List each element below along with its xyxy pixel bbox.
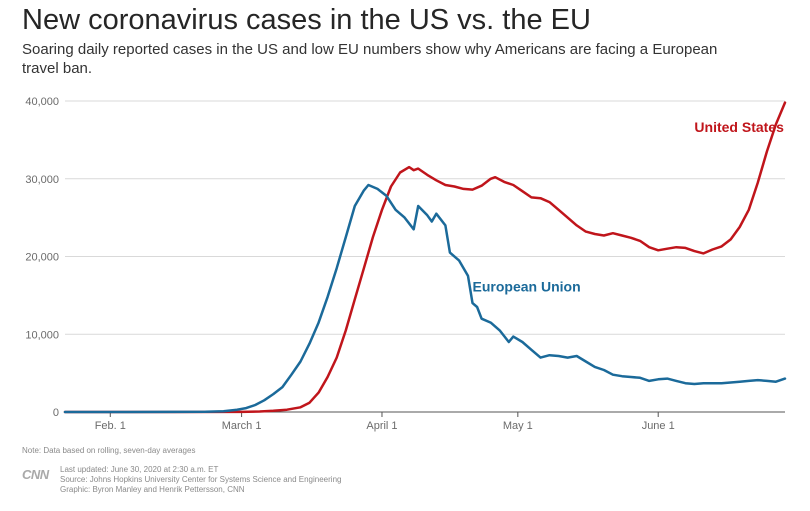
- cnn-logo: CNN: [22, 467, 49, 482]
- graphic-credit-text: Graphic: Byron Manley and Henrik Petters…: [60, 485, 245, 494]
- chart-subtitle: Soaring daily reported cases in the US a…: [22, 41, 718, 77]
- line-chart: 0 10,000 20,000 30,000 40,000 Feb. 1 March 1 Ap…: [25, 96, 787, 432]
- series-labels: United States European Union: [473, 119, 785, 294]
- series-lines: [63, 101, 787, 414]
- x-tick-label: March 1: [222, 420, 262, 432]
- united-states-label: United States: [694, 119, 784, 135]
- footer-credits: Last updated: June 30, 2020 at 2:30 a.m.…: [60, 465, 341, 495]
- european-union-line: [63, 183, 787, 414]
- source-text: Source: Johns Hopkins University Center …: [60, 475, 342, 484]
- chart-note: Note: Data based on rolling, seven-day a…: [22, 446, 196, 455]
- european-union-label: European Union: [473, 278, 581, 294]
- x-tick-label: April 1: [366, 420, 397, 432]
- chart-title: New coronavirus cases in the US vs. the …: [22, 4, 591, 36]
- x-tick-label: Feb. 1: [95, 420, 126, 432]
- last-updated-text: Last updated: June 30, 2020 at 2:30 a.m.…: [60, 465, 219, 474]
- x-tick-label: June 1: [642, 420, 675, 432]
- gridlines: [65, 100, 785, 335]
- axes: 0 10,000 20,000 30,000 40,000 Feb. 1 March 1 Ap…: [25, 96, 785, 432]
- y-tick-label: 40,000: [25, 96, 59, 108]
- y-tick-label: 30,000: [25, 174, 59, 186]
- x-tick-label: May 1: [503, 420, 533, 432]
- y-tick-label: 0: [53, 407, 59, 419]
- y-tick-label: 20,000: [25, 252, 59, 264]
- united-states-line: [63, 101, 787, 414]
- y-tick-label: 10,000: [25, 329, 59, 341]
